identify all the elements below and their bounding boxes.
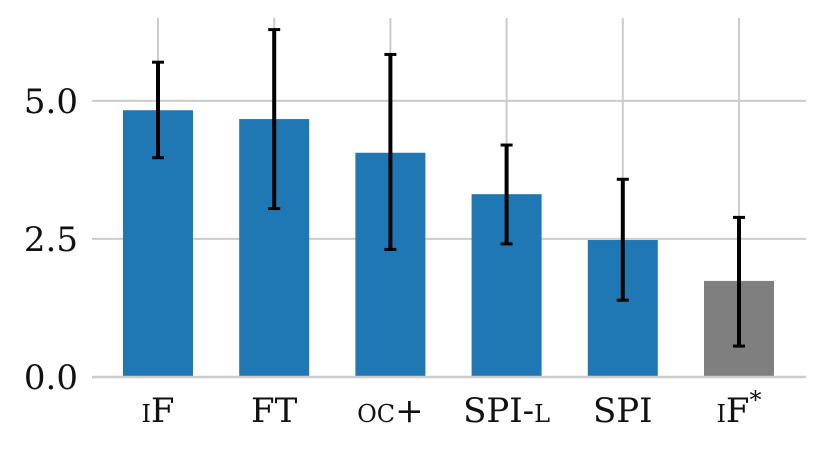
grid-lines [92,18,806,377]
labels: 0.0 2.5 5.0 iF FT oc+ SPI-l SPI iF* [24,82,762,431]
y-tick-label: 5.0 [24,82,78,122]
y-tick-label: 0.0 [24,358,78,398]
x-tick-label: SPI [593,391,653,431]
x-tick-label: oc+ [357,391,424,431]
y-tick-label: 2.5 [24,220,78,260]
error-bars [152,28,745,348]
x-tick-label: iF* [716,386,761,431]
x-tick-label: FT [251,391,298,431]
x-tick-label: iF [141,391,174,431]
x-tick-label: SPI-l [463,391,550,431]
bars [123,110,774,377]
